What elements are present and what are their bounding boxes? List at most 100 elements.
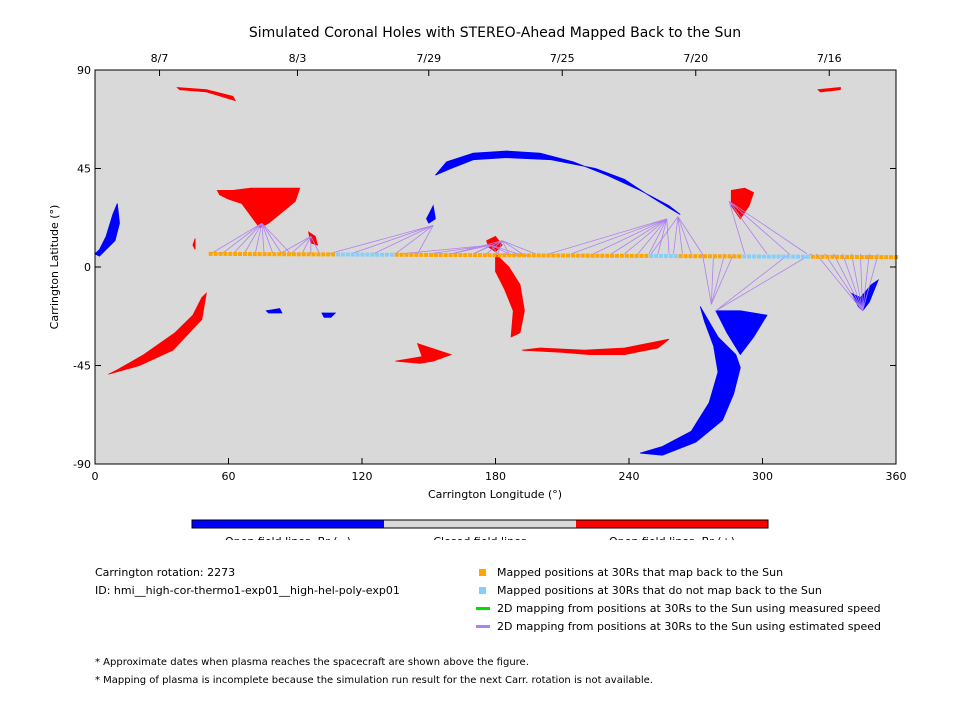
mapping-line	[833, 253, 863, 311]
mapped-position	[854, 254, 859, 259]
top-date-label: 7/16	[817, 52, 842, 65]
mapped-position	[526, 253, 531, 258]
mapping-line	[497, 240, 503, 254]
mapping-line	[473, 240, 503, 255]
mapped-position-unmapped	[791, 254, 796, 259]
mapping-line	[486, 240, 503, 255]
mapped-position	[223, 251, 228, 256]
mapped-position	[879, 255, 884, 260]
mapped-position	[629, 253, 634, 258]
mapped-position	[213, 251, 218, 256]
mapping-line	[261, 223, 283, 255]
mapping-line	[372, 225, 434, 255]
mapped-position	[487, 253, 492, 258]
mapping-line	[502, 240, 536, 255]
x-tick-label: 120	[352, 470, 373, 483]
mapped-position	[825, 254, 830, 259]
mapped-position	[497, 253, 502, 258]
colorbar-label: Open field lines, Br (+)	[609, 535, 735, 540]
mapped-position	[311, 252, 316, 257]
colorbar-frame	[191, 519, 769, 529]
mapping-line	[501, 240, 510, 255]
mapping-line	[715, 253, 812, 312]
legend-estimated-speed-label: 2D mapping from positions at 30Rs to the…	[497, 620, 882, 633]
mapped-position	[727, 254, 732, 259]
y-tick-label: 45	[77, 163, 91, 176]
mapped-position	[889, 255, 894, 260]
mapped-position	[218, 251, 223, 256]
mapped-position-unmapped	[375, 252, 380, 257]
coronal-hole-map: Simulated Coronal Holes with STEREO-Ahea…	[48, 25, 907, 540]
mapping-line	[571, 218, 667, 255]
mapped-position	[238, 252, 243, 257]
mapped-position	[546, 253, 551, 258]
mapped-position	[830, 254, 835, 259]
mapped-position-unmapped	[781, 254, 786, 259]
mapping-line	[666, 218, 670, 254]
mapped-position	[277, 252, 282, 257]
mapped-position-unmapped	[742, 254, 747, 259]
mapping-line	[648, 218, 668, 255]
mapped-position	[433, 252, 438, 257]
mapped-position	[556, 253, 561, 258]
mapped-position-unmapped	[800, 254, 805, 259]
mapped-position	[512, 253, 517, 258]
coronal-hole-negative	[94, 203, 120, 257]
mapped-position	[502, 253, 507, 258]
mapped-position	[326, 252, 331, 257]
mapped-position	[541, 253, 546, 258]
mapped-position-unmapped	[654, 254, 659, 259]
x-tick-label: 0	[92, 470, 99, 483]
mapped-position	[424, 252, 429, 257]
mapped-position	[404, 252, 409, 257]
mapped-position	[291, 252, 296, 257]
mapped-position-unmapped	[776, 254, 781, 259]
mapping-line	[310, 236, 321, 255]
chart-title: Simulated Coronal Holes with STEREO-Ahea…	[249, 25, 741, 41]
mapped-position-unmapped	[752, 254, 757, 259]
mapping-line	[650, 216, 679, 255]
mapped-position	[639, 253, 644, 258]
mapping-line	[677, 216, 703, 255]
mapping-line	[710, 253, 726, 305]
mapping-line	[490, 244, 510, 255]
y-tick-label: -45	[73, 360, 91, 373]
mapped-position	[688, 254, 693, 259]
mapped-position	[644, 253, 649, 258]
colorbar: Open field lines, Br (−) Closed field lin…	[191, 519, 769, 540]
mapping-line	[501, 240, 523, 255]
mapped-position	[272, 252, 277, 257]
colorbar-segment	[384, 520, 576, 528]
legend-estimated-speed-line	[476, 625, 490, 628]
mapped-position	[634, 253, 639, 258]
mapped-position-unmapped	[668, 254, 673, 259]
mapping-line	[328, 225, 434, 255]
coronal-hole-negative	[265, 308, 283, 314]
top-date-label: 8/3	[289, 52, 307, 65]
axes: 0 60 120 180 240 300 360 -90 -45 0 45 90 8/7 8/3 7/29 7…	[73, 52, 906, 483]
mapped-position	[737, 254, 742, 259]
mapping-line	[450, 240, 503, 255]
mapped-position	[575, 253, 580, 258]
mapped-position	[517, 253, 522, 258]
mapped-position	[614, 253, 619, 258]
mapping-line	[677, 216, 692, 255]
mapping-line	[677, 216, 683, 254]
mapped-position-unmapped	[345, 252, 350, 257]
mapped-position	[605, 253, 610, 258]
mapping-line	[290, 236, 312, 255]
mapped-position	[835, 254, 840, 259]
coronal-hole-positive	[192, 238, 196, 250]
carrington-rotation-text: Carrington rotation: 2273	[95, 566, 236, 579]
mapped-position-unmapped	[350, 252, 355, 257]
mapped-position	[624, 253, 629, 258]
mapping-line	[232, 222, 263, 255]
legend-map-back-label: Mapped positions at 30Rs that map back t…	[497, 566, 784, 579]
mapped-position-unmapped	[649, 253, 654, 258]
mapped-position	[590, 253, 595, 258]
coronal-hole-positive	[395, 342, 453, 364]
coronal-hole-positive	[817, 87, 841, 93]
mapped-position	[874, 255, 879, 260]
top-date-label: 7/25	[550, 52, 575, 65]
mapped-position-unmapped	[786, 254, 791, 259]
